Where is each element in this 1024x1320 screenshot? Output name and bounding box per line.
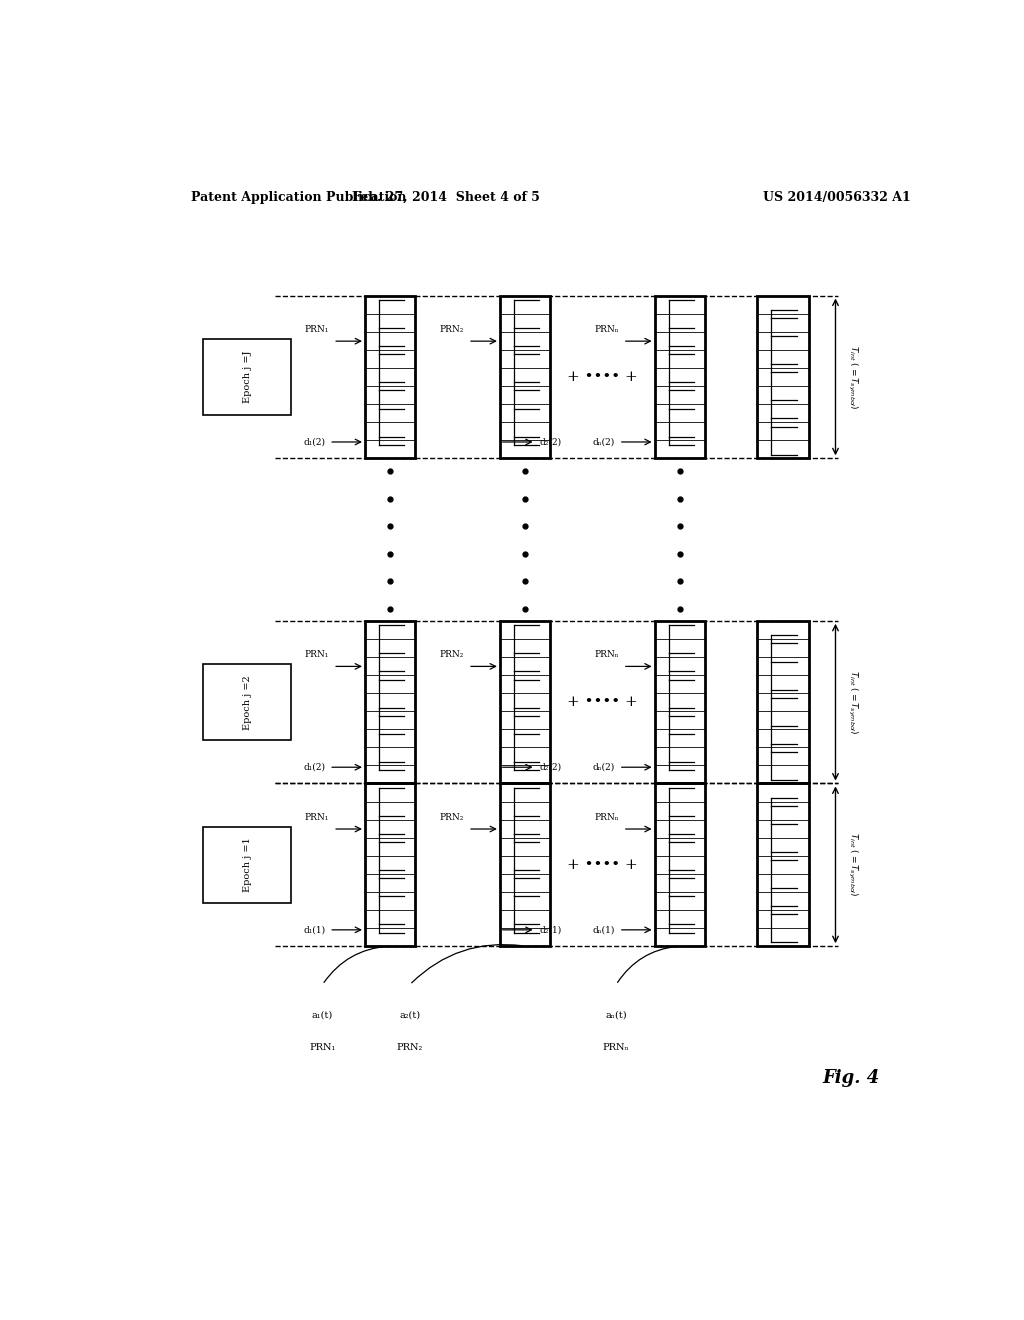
Text: Epoch j =1: Epoch j =1 — [243, 837, 252, 892]
Text: + •••• +: + •••• + — [567, 696, 638, 709]
Text: dₙ(2): dₙ(2) — [593, 437, 614, 446]
Bar — [757, 784, 809, 946]
Bar — [365, 296, 415, 458]
Text: PRN₁: PRN₁ — [309, 1043, 336, 1052]
Text: + •••• +: + •••• + — [567, 370, 638, 384]
Text: dₙ(2): dₙ(2) — [593, 763, 614, 772]
Bar — [757, 620, 809, 784]
Text: Feb. 27, 2014  Sheet 4 of 5: Feb. 27, 2014 Sheet 4 of 5 — [351, 191, 540, 203]
Bar — [204, 826, 291, 903]
Text: Epoch j =J: Epoch j =J — [243, 351, 252, 403]
Text: PRN₂: PRN₂ — [439, 651, 464, 659]
Bar — [500, 296, 550, 458]
Text: Fig. 4: Fig. 4 — [822, 1069, 880, 1088]
Text: d₁(1): d₁(1) — [303, 925, 326, 935]
Bar — [757, 296, 809, 458]
Text: $T_{int}$ $(=T_{symbol})$: $T_{int}$ $(=T_{symbol})$ — [847, 345, 859, 409]
Bar — [654, 296, 705, 458]
Text: d₂(2): d₂(2) — [540, 763, 561, 772]
Text: Patent Application Publication: Patent Application Publication — [191, 191, 407, 203]
Text: PRN₂: PRN₂ — [439, 325, 464, 334]
Bar — [204, 339, 291, 414]
Text: PRN₂: PRN₂ — [439, 813, 464, 822]
Text: $T_{int}$ $(=T_{symbol})$: $T_{int}$ $(=T_{symbol})$ — [847, 669, 859, 734]
Text: PRN₁: PRN₁ — [305, 813, 329, 822]
Text: US 2014/0056332 A1: US 2014/0056332 A1 — [763, 191, 910, 203]
Text: d₁(2): d₁(2) — [303, 437, 326, 446]
Text: d₁(2): d₁(2) — [303, 763, 326, 772]
Text: PRNₙ: PRNₙ — [594, 813, 618, 822]
Text: d₂(2): d₂(2) — [540, 437, 561, 446]
Bar — [654, 784, 705, 946]
Bar — [365, 620, 415, 784]
Text: PRN₁: PRN₁ — [305, 651, 329, 659]
Text: PRN₁: PRN₁ — [305, 325, 329, 334]
Text: dₙ(1): dₙ(1) — [593, 925, 614, 935]
Text: Epoch j =2: Epoch j =2 — [243, 675, 252, 730]
Bar — [204, 664, 291, 741]
Bar — [500, 620, 550, 784]
Text: d₂(1): d₂(1) — [540, 925, 562, 935]
Bar — [654, 620, 705, 784]
Text: a₂(t): a₂(t) — [399, 1010, 420, 1019]
Text: PRNₙ: PRNₙ — [594, 651, 618, 659]
Text: PRNₙ: PRNₙ — [603, 1043, 630, 1052]
Bar — [365, 784, 415, 946]
Text: PRN₂: PRN₂ — [396, 1043, 423, 1052]
Text: $T_{int}$ $(=T_{symbol})$: $T_{int}$ $(=T_{symbol})$ — [847, 833, 859, 898]
Text: PRNₙ: PRNₙ — [594, 325, 618, 334]
Text: + •••• +: + •••• + — [567, 858, 638, 871]
Text: aₙ(t): aₙ(t) — [605, 1010, 627, 1019]
Text: a₁(t): a₁(t) — [311, 1010, 333, 1019]
Bar — [500, 784, 550, 946]
